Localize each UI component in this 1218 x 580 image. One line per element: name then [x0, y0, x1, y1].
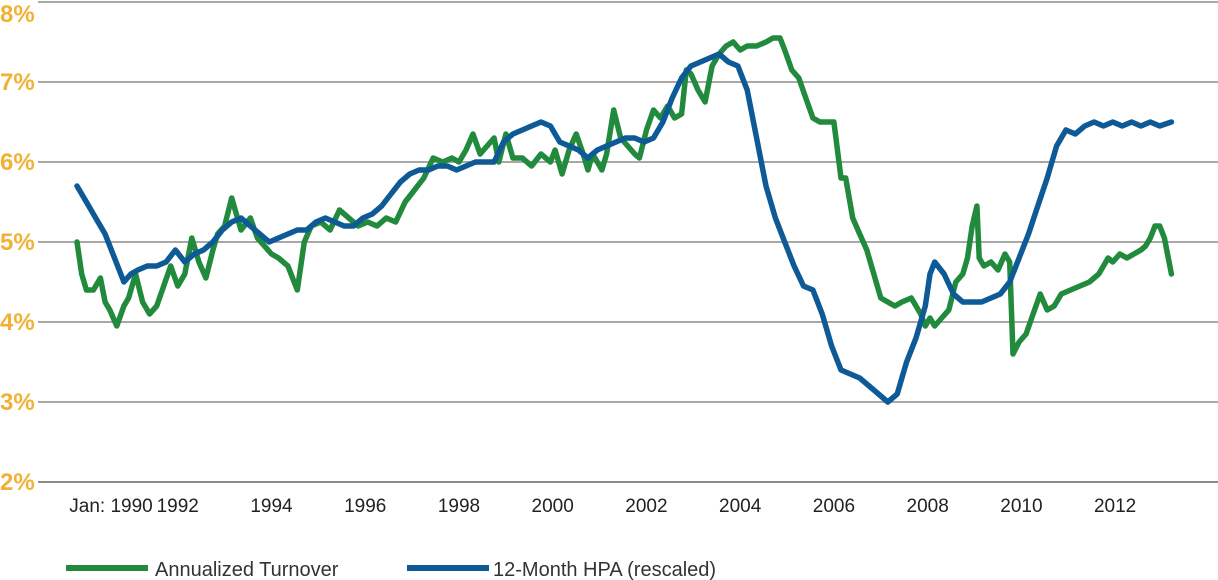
x-tick-label: 2000 — [532, 496, 574, 517]
series-line-annualized-turnover — [74, 35, 1175, 357]
x-tick-label: 2008 — [907, 496, 949, 517]
x-tick-label: 1992 — [157, 496, 199, 517]
legend-label-annualized-turnover: Annualized Turnover — [155, 559, 339, 580]
x-tick-label: 1998 — [438, 496, 480, 517]
x-tick-label: Jan: 1990 — [69, 496, 152, 517]
y-tick-label: 5% — [0, 229, 35, 256]
x-tick-label: 1994 — [250, 496, 293, 517]
y-tick-label: 6% — [0, 149, 35, 176]
x-axis-tick-labels: Jan: 1990 1992 1994 1996 1998 2000 2002 2004 200… — [69, 496, 1136, 517]
gridlines — [38, 1, 1218, 483]
x-tick-label: 2012 — [1094, 496, 1136, 517]
x-tick-label: 2002 — [625, 496, 667, 517]
y-tick-label: 8% — [0, 1, 35, 28]
series-line-12-month-hpa — [74, 51, 1175, 405]
y-tick-label: 3% — [0, 389, 35, 416]
y-tick-label: 2% — [0, 469, 35, 496]
x-tick-label: 2004 — [719, 496, 762, 517]
series-lines — [74, 35, 1175, 405]
legend: Annualized Turnover 12-Month HPA (rescal… — [66, 559, 716, 580]
y-tick-label: 7% — [0, 69, 35, 96]
y-tick-label: 4% — [0, 309, 35, 336]
x-tick-label: 1996 — [344, 496, 386, 517]
y-axis-tick-labels: 2% 3% 4% 5% 6% 7% 8% — [0, 1, 35, 496]
x-tick-label: 2006 — [813, 496, 855, 517]
x-tick-label: 2010 — [1000, 496, 1042, 517]
legend-label-12-month-hpa: 12-Month HPA (rescaled) — [493, 559, 716, 580]
